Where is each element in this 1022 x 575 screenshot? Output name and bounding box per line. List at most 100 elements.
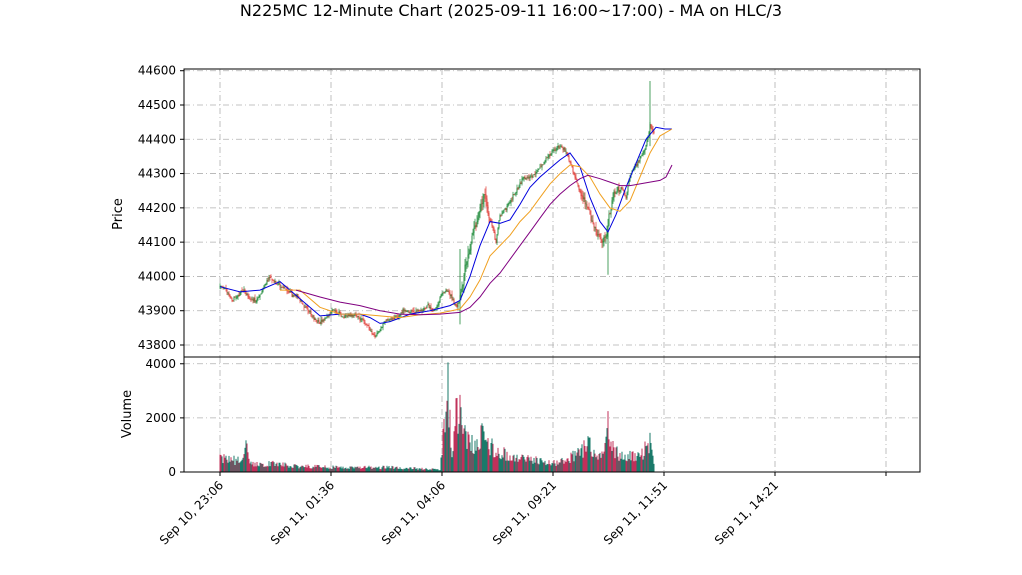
volume-bar [540,458,542,472]
volume-bar [591,456,593,472]
volume-bars [219,362,655,472]
candle-body [321,320,323,322]
volume-bar [314,464,316,472]
candle-body [255,301,257,303]
volume-bar [330,468,332,472]
volume-bar [549,464,551,472]
candle-body [551,150,553,154]
volume-bar [393,468,395,472]
volume-bar [513,454,515,472]
volume-bar [370,466,372,472]
candle-body [289,290,291,293]
candle-body [313,315,315,321]
candle-body [426,305,428,309]
volume-bar [354,466,356,472]
volume-bar [480,425,482,472]
candle-body [516,188,518,193]
volume-bar [560,458,562,472]
volume-tick-label: 2000 [145,411,176,425]
candle-body [608,213,610,226]
candle-body [566,152,568,155]
volume-bar [387,467,389,472]
volume-bar [451,457,453,472]
volume-bar [270,461,272,472]
candle-body [473,227,475,233]
candle-body [557,145,559,149]
candle-body [347,314,349,317]
candle-body [263,285,265,289]
price-tick-label: 43900 [138,304,176,318]
volume-bar [412,469,414,472]
volume-bar [263,466,265,472]
candle-body [271,278,273,280]
candle-body [334,310,336,312]
candle-body [388,320,390,322]
candle-body [583,197,585,200]
candle-body [457,302,459,307]
volume-bar [343,468,345,472]
volume-bar [240,461,242,472]
candle-body [419,309,421,311]
volume-bar [348,468,350,472]
volume-bar [233,455,235,472]
volume-bar [516,454,518,472]
candle-body [387,319,389,321]
volume-bar [424,469,426,472]
volume-bar [631,451,633,472]
volume-bar [633,461,635,472]
candle-body [446,290,448,291]
volume-bar [584,445,586,472]
volume-bar [505,460,507,472]
volume-bar [239,462,241,472]
volume-bar [566,458,568,472]
volume-tick-label: 0 [168,465,176,479]
candle-body [415,310,417,313]
candle-body [421,309,423,311]
volume-bar [471,435,473,472]
candle-body [314,318,316,320]
volume-bar [411,469,413,472]
candle-body [545,157,547,162]
candle-body [230,296,232,299]
volume-bar [391,465,393,472]
candle-body [223,288,225,290]
volume-bar [463,428,465,472]
volume-panel-frame [183,356,921,473]
volume-bar [495,452,497,472]
candle-body [343,316,345,318]
candle-body [483,194,485,199]
candlesticks [219,81,655,339]
candle-body [515,192,517,194]
volume-bar [420,469,422,472]
volume-bar [304,467,306,472]
volume-grid [184,357,920,473]
volume-bar [234,465,236,472]
candle-body [567,154,569,157]
candle-body [244,289,246,292]
candle-body [615,192,617,194]
volume-bar [474,440,476,472]
volume-bar [288,467,290,472]
volume-bar [612,441,614,472]
candle-body [248,296,250,299]
volume-bar [444,432,446,472]
candle-body [536,172,538,173]
volume-bar [372,467,374,472]
candle-body [635,163,637,167]
candle-body [606,229,608,237]
volume-bar [634,453,636,472]
volume-bar [322,467,324,472]
candle-body [560,146,562,148]
candle-body [257,297,259,300]
volume-bar [277,466,279,472]
volume-bar [267,466,269,472]
volume-bar [301,465,303,472]
x-tick-label: Sep 11, 09:21 [490,478,559,547]
candle-body [486,198,488,206]
price-y-axis: 43800 43900 44000 44100 44200 44300 44400 44500… [138,64,184,352]
candle-body [381,327,383,329]
volume-bar [466,448,468,472]
candle-body [462,284,464,287]
candle-body [430,306,432,309]
candle-body [480,203,482,211]
